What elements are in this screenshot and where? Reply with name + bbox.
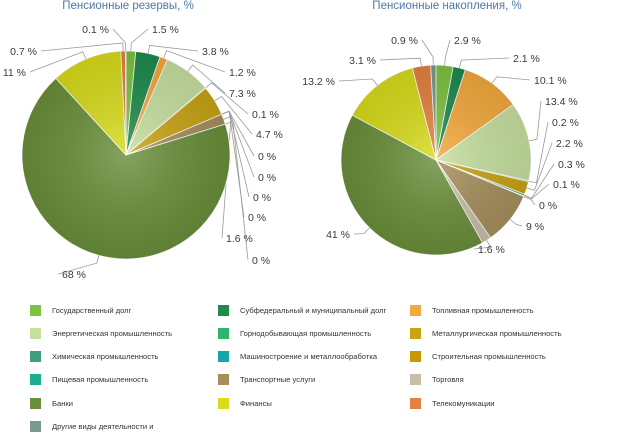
legend-swatch: [410, 327, 421, 339]
legend: Государственный долг Субфедеральный и мун…: [0, 296, 624, 435]
pie0-label-stroitelnaya-promyshlennost: 0 %: [253, 192, 271, 204]
pie0-label-himicheskaya-promyshlennost: 0 %: [258, 151, 276, 163]
legend-label: Машиностроение и металлообработка: [240, 351, 378, 361]
pie1-label-transportnye-uslugi: 9 %: [526, 221, 544, 233]
pie1-leader-transportnye-uslugi: [509, 219, 523, 227]
pie0-leader-drugie-vidy-deyatelnosti-i: [112, 28, 127, 52]
legend-swatch: [30, 327, 41, 339]
legend-swatch: [218, 397, 229, 409]
legend-swatch: [30, 420, 41, 432]
legend-item-himicheskaya-promyshlennost[interactable]: Химическая промышленность: [30, 349, 159, 363]
legend-swatch: [30, 373, 41, 385]
pie0-leader-telekomunikacii: [40, 42, 124, 52]
pie1-label-himicheskaya-promyshlennost: 0.3 %: [558, 159, 585, 171]
pie0-label-pischevaya-promyshlennost: 0 %: [248, 212, 266, 224]
legend-swatch: [30, 304, 41, 316]
pie-savings: 2.9 % 2.1 % 10.1 % 13.4 % 0.2 % 2.2 % 0.3 % 0.1…: [302, 35, 585, 256]
chart-title-savings: Пенсионные накопления, %: [372, 0, 521, 12]
pie0-label-torgovlya: 0 %: [252, 255, 270, 267]
pie0-label-gornodobyvayuschaya-promyshlennost: 0.1 %: [252, 109, 279, 121]
legend-label: Химическая промышленность: [52, 351, 159, 361]
pie1-leader-toplivnaya-promyshlennost: [491, 76, 531, 84]
legend-label: Государственный долг: [52, 305, 132, 315]
pie1-label-toplivnaya-promyshlennost: 10.1 %: [534, 75, 567, 87]
pie0-label-metallurgicheskaya-promyshlennost: 4.7 %: [256, 129, 283, 141]
pie1-label-gosudarstvennyy-dolg: 2.9 %: [454, 35, 481, 47]
pie0-leader-subfederalnyy-i-municipalnyy-dolg: [147, 45, 199, 54]
legend-label: Пищевая промышленность: [52, 374, 149, 384]
pie0-leader-gosudarstvennyy-dolg: [130, 28, 149, 52]
legend-label: Субфедеральный и муниципальный долг: [240, 305, 387, 315]
pie1-leader-subfederalnyy-i-municipalnyy-dolg: [458, 57, 510, 68]
pie0-label-energeticheskaya-promyshlennost: 7.3 %: [229, 88, 256, 100]
pie-reserves: 1.5 % 3.8 %1.2 % 7.3 % 0.1 % 4.7 % 0 % 0 % 0 % 0…: [3, 24, 283, 281]
legend-item-stroitelnaya-promyshlennost[interactable]: Строительная промышленность: [410, 349, 546, 363]
legend-item-torgovlya[interactable]: Торговля: [410, 372, 464, 386]
pie1-leader-telekomunikacii: [379, 57, 422, 67]
pie1-label-torgovlya: 1.6 %: [478, 244, 505, 256]
legend-swatch: [218, 327, 229, 339]
pie0-label-toplivnaya-promyshlennost: 1.2 %: [229, 67, 256, 79]
pie1-leader-drugie-vidy-deyatelnosti-i: [421, 39, 434, 66]
pie0-label-transportnye-uslugi: 1.6 %: [226, 233, 253, 245]
legend-swatch: [218, 350, 229, 362]
legend-label: Банки: [52, 398, 73, 408]
pie-charts-area: Пенсионные резервы, % Пенсионные накопле…: [3, 0, 585, 281]
legend-item-transportnye-uslugi[interactable]: Транспортные услуги: [218, 372, 315, 386]
legend-item-pischevaya-promyshlennost[interactable]: Пищевая промышленность: [30, 372, 148, 386]
pie1-label-stroitelnaya-promyshlennost: 0 %: [539, 200, 557, 212]
legend-swatch: [30, 350, 41, 362]
legend-swatch: [410, 373, 421, 385]
legend-item-gornodobyvayuschaya-promyshlennost[interactable]: Горнодобывающая промышленность: [218, 326, 371, 340]
pie0-label-banki: 68 %: [62, 269, 86, 281]
pie0-label-telekomunikacii: 0.7 %: [10, 46, 37, 58]
legend-item-telekomunikacii[interactable]: Телекомуникации: [410, 396, 495, 410]
legend-item-drugie-vidy-deyatelnosti-i[interactable]: Другие виды деятельности и: [30, 419, 154, 433]
legend-label: Топливная промышленность: [432, 305, 534, 315]
legend-swatch: [410, 397, 421, 409]
legend-item-subfederalnyy-i-municipalnyy-dolg[interactable]: Субфедеральный и муниципальный долг: [218, 303, 386, 317]
legend-item-mashinostroenie-i-metalloobrabotka[interactable]: Машиностроение и металлообработка: [218, 349, 377, 363]
pie0-label-mashinostroenie-i-metalloobrabotka: 0 %: [258, 172, 276, 184]
legend-label: Транспортные услуги: [240, 374, 316, 384]
legend-label: Металлургическая промышленность: [432, 328, 562, 338]
pie1-label-gornodobyvayuschaya-promyshlennost: 0.2 %: [552, 117, 579, 129]
pie1-label-mashinostroenie-i-metalloobrabotka: 0.1 %: [553, 179, 580, 191]
pie1-label-finansy: 13.2 %: [302, 76, 335, 88]
legend-item-gosudarstvennyy-dolg[interactable]: Государственный долг: [30, 303, 131, 317]
pie1-leader-gornodobyvayuschaya-promyshlennost: [528, 121, 549, 184]
legend-label: Строительная промышленность: [432, 351, 546, 361]
legend-swatch: [218, 373, 229, 385]
pie1-leader-finansy: [338, 78, 378, 86]
legend-swatch: [218, 304, 229, 316]
legend-label: Другие виды деятельности и: [52, 421, 154, 431]
legend-swatch: [410, 304, 421, 316]
legend-item-finansy[interactable]: Финансы: [218, 396, 272, 410]
legend-item-banki[interactable]: Банки: [30, 396, 73, 410]
legend-item-metallurgicheskaya-promyshlennost[interactable]: Металлургическая промышленность: [410, 326, 562, 340]
pie1-label-metallurgicheskaya-promyshlennost: 2.2 %: [556, 138, 583, 150]
pie0-label-finansy: 11 %: [3, 67, 26, 79]
pie1-label-energeticheskaya-promyshlennost: 13.4 %: [545, 96, 578, 108]
legend-label: Энергетическая промышленность: [52, 328, 173, 338]
pie1-label-drugie-vidy-deyatelnosti-i: 0.9 %: [391, 35, 418, 47]
chart-title-reserves: Пенсионные резервы, %: [62, 0, 194, 12]
legend-label: Финансы: [240, 398, 272, 408]
pie1-leader-banki: [353, 227, 370, 235]
pie1-leader-energeticheskaya-promyshlennost: [529, 100, 542, 142]
pie1-leader-gosudarstvennyy-dolg: [444, 39, 451, 66]
pie1-label-subfederalnyy-i-municipalnyy-dolg: 2.1 %: [513, 53, 540, 65]
pie0-label-drugie-vidy-deyatelnosti-i: 0.1 %: [82, 24, 109, 36]
pie0-label-subfederalnyy-i-municipalnyy-dolg: 3.8 %: [202, 46, 229, 58]
legend-label: Торговля: [432, 374, 464, 384]
legend-label: Телекомуникации: [432, 398, 495, 408]
legend-swatch: [410, 350, 421, 362]
legend-label: Горнодобывающая промышленность: [240, 328, 372, 338]
legend-item-energeticheskaya-promyshlennost[interactable]: Энергетическая промышленность: [30, 326, 172, 340]
legend-item-toplivnaya-promyshlennost[interactable]: Топливная промышленность: [410, 303, 534, 317]
legend-swatch: [30, 397, 41, 409]
pie1-label-telekomunikacii: 3.1 %: [349, 55, 376, 67]
pie1-label-banki: 41 %: [326, 229, 350, 241]
pie0-label-gosudarstvennyy-dolg: 1.5 %: [152, 24, 179, 36]
